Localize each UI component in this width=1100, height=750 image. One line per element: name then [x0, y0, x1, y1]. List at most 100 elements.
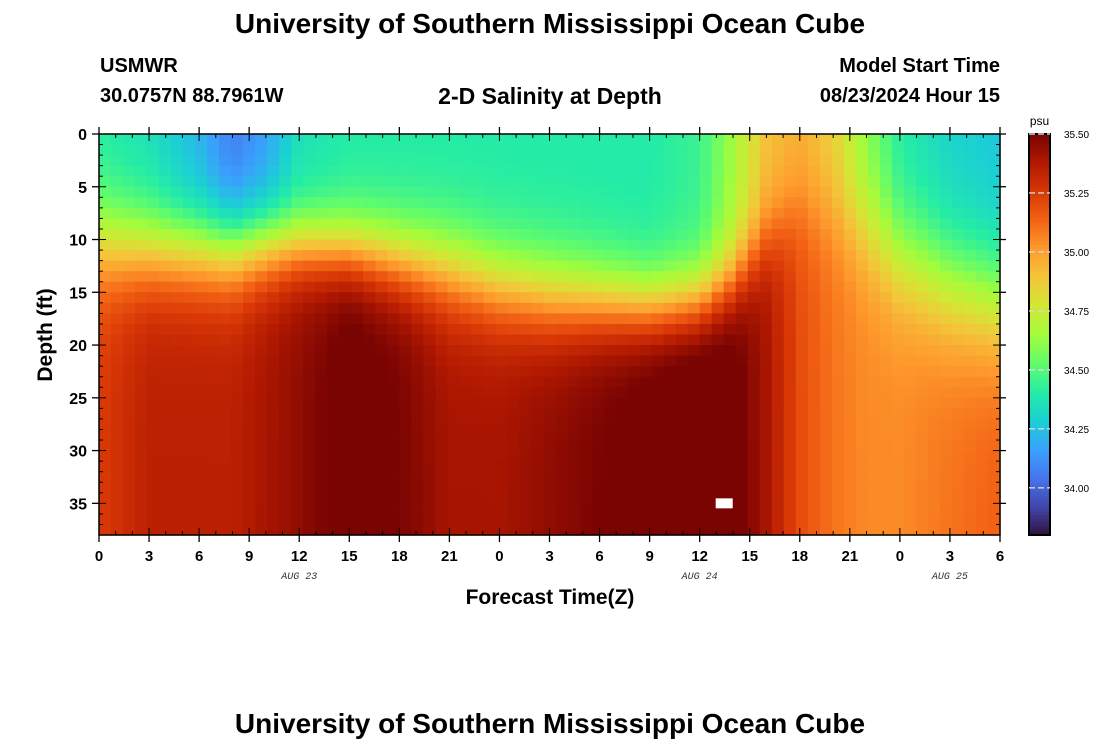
heatmap-cell — [387, 355, 400, 367]
heatmap-cell — [711, 376, 725, 388]
heatmap-cell — [111, 134, 124, 146]
heatmap-cell — [351, 366, 364, 378]
heatmap-cell — [783, 176, 797, 188]
heatmap-cell — [759, 524, 773, 536]
heatmap-cell — [375, 176, 388, 188]
heatmap-cell — [543, 334, 557, 346]
heatmap-cell — [915, 366, 929, 378]
heatmap-cell — [591, 228, 605, 241]
heatmap-cell — [255, 271, 268, 283]
colorbar-tick-label: 34.00 — [1064, 484, 1089, 495]
heatmap-cell — [207, 355, 220, 367]
heatmap-cell — [423, 429, 436, 441]
heatmap-cell — [891, 366, 905, 378]
heatmap-cell — [279, 482, 292, 494]
heatmap-cell — [747, 176, 761, 188]
heatmap-cell — [807, 503, 821, 515]
heatmap-cell — [543, 418, 557, 431]
colorbar-segment — [1029, 341, 1050, 346]
heatmap-cell — [243, 323, 256, 336]
heatmap-cell — [663, 513, 677, 526]
colorbar-segment — [1029, 451, 1050, 456]
heatmap-cell — [375, 323, 388, 336]
heatmap-cell — [135, 323, 148, 336]
heatmap-cell — [939, 387, 953, 399]
heatmap-cell — [447, 492, 460, 504]
heatmap-cell — [615, 323, 629, 336]
heatmap-cell — [423, 197, 436, 209]
heatmap-cell — [555, 302, 569, 314]
heatmap-cell — [543, 355, 557, 367]
heatmap-cell — [363, 323, 376, 336]
heatmap-cell — [531, 492, 545, 504]
heatmap-cell — [639, 302, 653, 314]
heatmap-cell — [663, 450, 677, 462]
heatmap-cell — [267, 176, 280, 188]
heatmap-cell — [987, 292, 1001, 304]
heatmap-cell — [555, 408, 569, 420]
heatmap-cell — [615, 345, 629, 357]
heatmap-cell — [111, 376, 124, 388]
heatmap-cell — [279, 418, 292, 431]
heatmap-cell — [243, 345, 256, 357]
heatmap-cell — [987, 197, 1001, 209]
heatmap-cell — [471, 281, 485, 293]
heatmap-cell — [231, 492, 244, 504]
heatmap-cell — [387, 334, 400, 346]
heatmap-cell — [567, 387, 581, 399]
heatmap-cell — [315, 429, 328, 441]
heatmap-cell — [159, 492, 172, 504]
heatmap-cell — [795, 207, 809, 220]
heatmap-cell — [855, 503, 869, 515]
heatmap-cell — [759, 186, 773, 198]
heatmap-cell — [711, 440, 725, 452]
heatmap-cell — [603, 186, 617, 198]
heatmap-cell — [867, 471, 881, 483]
heatmap-cell — [183, 418, 196, 431]
heatmap-cell — [591, 218, 605, 230]
heatmap-cell — [315, 155, 328, 167]
heatmap-cell — [387, 429, 400, 441]
heatmap-cell — [759, 471, 773, 483]
heatmap-cell — [195, 186, 208, 198]
heatmap-cell — [279, 144, 292, 156]
heatmap-cell — [555, 334, 569, 346]
heatmap-cell — [339, 345, 352, 357]
heatmap-cell — [831, 207, 845, 220]
heatmap-cell — [219, 366, 232, 378]
heatmap-cell — [879, 271, 893, 283]
heatmap-cell — [699, 408, 713, 420]
heatmap-cell — [111, 218, 124, 230]
heatmap-cell — [807, 513, 821, 526]
heatmap-cell — [543, 429, 557, 441]
heatmap-cell — [147, 461, 160, 473]
heatmap-cell — [159, 186, 172, 198]
heatmap-cell — [507, 323, 521, 336]
heatmap-cell — [267, 197, 280, 209]
heatmap-cell — [399, 440, 412, 452]
heatmap-cell — [771, 524, 785, 536]
heatmap-cell — [699, 366, 713, 378]
heatmap-cell — [531, 186, 545, 198]
heatmap-cell — [927, 450, 941, 462]
heatmap-cell — [171, 366, 184, 378]
heatmap-cell — [567, 186, 581, 198]
heatmap-cell — [399, 524, 412, 536]
heatmap-cell — [159, 366, 172, 378]
heatmap-cell — [267, 186, 280, 198]
heatmap-cell — [795, 397, 809, 409]
heatmap-cell — [543, 323, 557, 336]
heatmap-cell — [891, 492, 905, 504]
heatmap-cell — [603, 323, 617, 336]
heatmap-cell — [387, 228, 400, 241]
heatmap-cell — [771, 429, 785, 441]
heatmap-cell — [183, 250, 196, 262]
heatmap-cell — [375, 155, 388, 167]
heatmap-cell — [759, 482, 773, 494]
heatmap-cell — [579, 513, 593, 526]
heatmap-cell — [879, 513, 893, 526]
heatmap-cell — [195, 271, 208, 283]
heatmap-cell — [651, 524, 665, 536]
heatmap-cell — [639, 176, 653, 188]
heatmap-cell — [939, 197, 953, 209]
